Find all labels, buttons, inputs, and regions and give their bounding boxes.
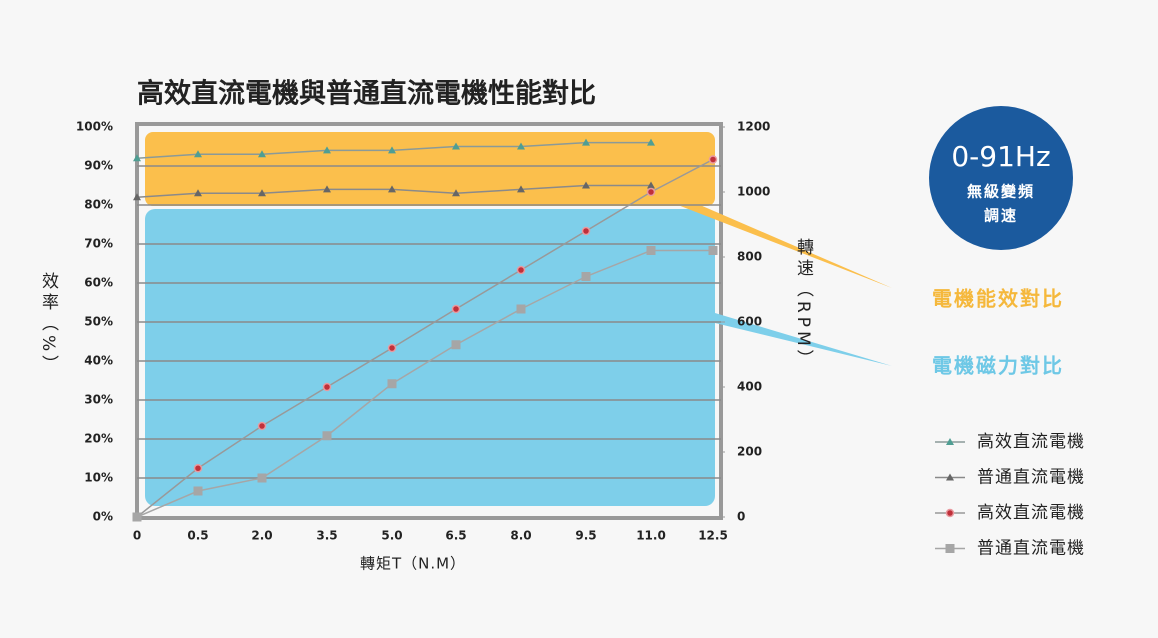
badge bbox=[929, 106, 1073, 250]
x-tick-label: 0.5 bbox=[187, 529, 208, 543]
marker bbox=[388, 146, 396, 154]
y-tick-label: 10% bbox=[84, 471, 113, 485]
x-tick-label: 8.0 bbox=[510, 529, 531, 543]
y-tick-label: 40% bbox=[84, 354, 113, 368]
marker bbox=[582, 138, 590, 146]
x-tick-label: 11.0 bbox=[636, 529, 666, 543]
marker bbox=[257, 421, 267, 431]
y-tick-label: 60% bbox=[84, 276, 113, 290]
marker bbox=[647, 138, 655, 146]
marker bbox=[516, 265, 526, 275]
marker bbox=[258, 150, 266, 158]
x-tick-label: 5.0 bbox=[381, 529, 402, 543]
x-tick-label: 9.5 bbox=[575, 529, 596, 543]
y2-tick-label: 0 bbox=[737, 510, 745, 524]
marker bbox=[517, 185, 525, 193]
x-tick-label: 12.5 bbox=[698, 529, 728, 543]
x-tick-label: 2.0 bbox=[251, 529, 272, 543]
marker bbox=[646, 246, 656, 255]
badge-text: 調速 bbox=[984, 207, 1018, 225]
marker bbox=[387, 343, 397, 353]
marker bbox=[708, 246, 718, 255]
marker bbox=[133, 154, 141, 162]
marker bbox=[133, 193, 141, 201]
marker bbox=[647, 181, 655, 189]
x-tick-label: 0 bbox=[133, 529, 141, 543]
annotation: 電機能效對比 bbox=[932, 287, 1064, 311]
marker bbox=[387, 379, 397, 389]
y-tick-label: 20% bbox=[84, 432, 113, 446]
efficiency-panel bbox=[145, 132, 715, 206]
magnetic-callout bbox=[715, 313, 892, 366]
legend-label: 普通直流電機 bbox=[977, 468, 1085, 488]
y-tick-label: 100% bbox=[76, 120, 113, 134]
y-axis-label: 效率（%） bbox=[38, 272, 59, 376]
x-tick-label: 6.5 bbox=[445, 529, 466, 543]
marker bbox=[451, 304, 461, 314]
marker bbox=[257, 473, 267, 483]
marker bbox=[451, 340, 461, 350]
marker bbox=[516, 304, 526, 314]
badge-title: 0-91Hz bbox=[951, 140, 1050, 173]
badge-text: 無級變頻 bbox=[967, 183, 1035, 201]
marker bbox=[945, 508, 955, 518]
y2-tick-label: 1200 bbox=[737, 120, 770, 134]
marker bbox=[581, 226, 591, 236]
marker bbox=[258, 189, 266, 197]
x-tick-label: 3.5 bbox=[316, 529, 337, 543]
marker bbox=[194, 150, 202, 158]
efficiency-callout bbox=[665, 200, 892, 288]
y2-tick-label: 600 bbox=[737, 315, 762, 329]
marker bbox=[323, 185, 331, 193]
y-tick-label: 50% bbox=[84, 315, 113, 329]
y-tick-label: 90% bbox=[84, 159, 113, 173]
legend-label: 高效直流電機 bbox=[977, 503, 1085, 523]
y-tick-label: 0% bbox=[93, 510, 113, 524]
series-line bbox=[136, 158, 714, 518]
marker bbox=[323, 146, 331, 154]
legend-label: 普通直流電機 bbox=[977, 539, 1085, 559]
marker bbox=[517, 142, 525, 150]
marker bbox=[708, 155, 718, 164]
marker bbox=[132, 512, 142, 522]
marker bbox=[581, 272, 591, 281]
marker bbox=[194, 189, 202, 197]
series-line bbox=[136, 249, 713, 518]
marker bbox=[322, 382, 332, 392]
y2-axis-label: 轉速（RPM） bbox=[793, 238, 814, 371]
marker bbox=[582, 181, 590, 189]
y-tick-label: 80% bbox=[84, 198, 113, 212]
marker bbox=[388, 185, 396, 193]
marker bbox=[646, 187, 656, 197]
y2-tick-label: 400 bbox=[737, 380, 762, 394]
marker bbox=[452, 189, 460, 197]
y2-tick-label: 800 bbox=[737, 250, 762, 264]
y-tick-label: 70% bbox=[84, 237, 113, 251]
chart-title: 高效直流電機與普通直流電機性能對比 bbox=[137, 78, 596, 110]
marker bbox=[452, 142, 460, 150]
annotation: 電機磁力對比 bbox=[932, 354, 1064, 378]
marker bbox=[193, 486, 203, 496]
x-axis-label: 轉矩T（N.M） bbox=[360, 555, 466, 573]
magnetic-panel bbox=[145, 209, 715, 506]
marker bbox=[193, 464, 203, 473]
marker bbox=[946, 473, 954, 481]
y2-tick-label: 1000 bbox=[737, 185, 770, 199]
y2-tick-label: 200 bbox=[737, 445, 762, 459]
marker bbox=[946, 438, 954, 445]
y-tick-label: 30% bbox=[84, 393, 113, 407]
legend-label: 高效直流電機 bbox=[977, 432, 1085, 452]
marker bbox=[945, 544, 955, 553]
marker bbox=[322, 431, 332, 441]
